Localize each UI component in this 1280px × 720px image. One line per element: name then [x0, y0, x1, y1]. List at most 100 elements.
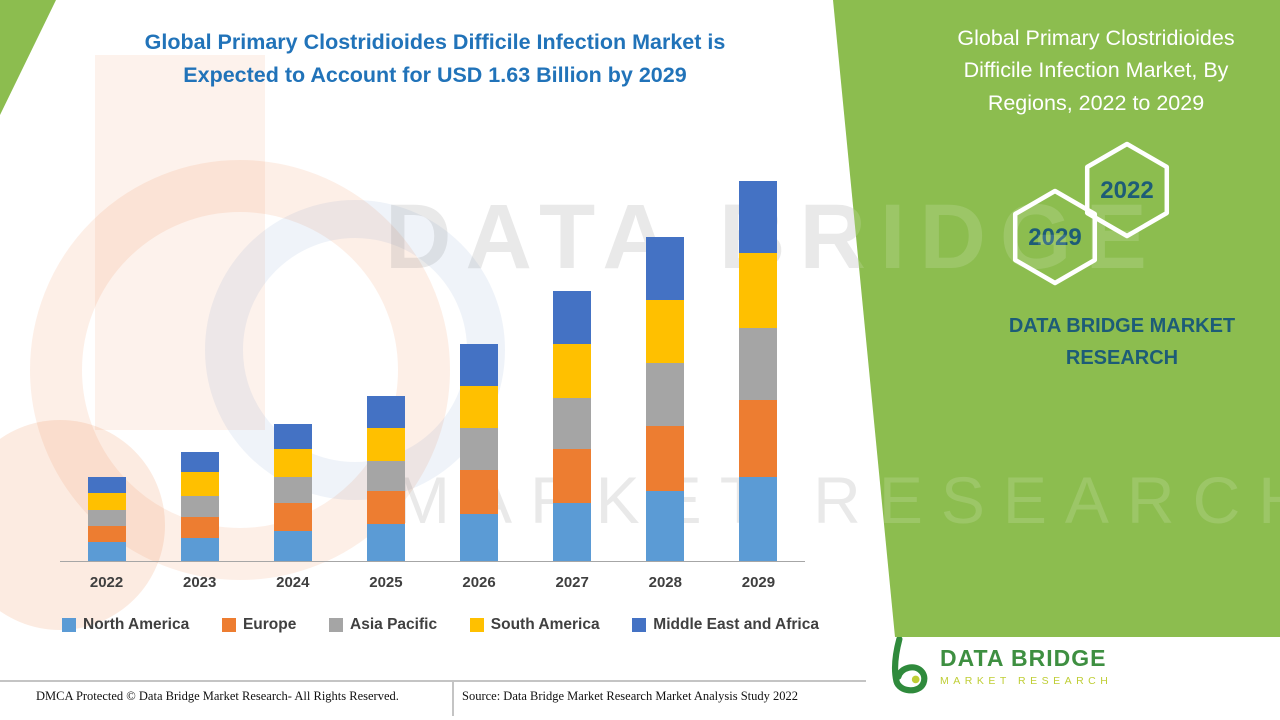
brand-text-line1: DATA BRIDGE MARKET [1008, 315, 1236, 337]
bar-segment-2027-middle-east-and-africa [553, 290, 592, 345]
bar-segment-2023-south-america [180, 472, 219, 496]
bar-2025 [366, 395, 405, 561]
bar-segment-2029-asia-pacific [739, 328, 778, 401]
brand-logo: DATA BRIDGE MARKET RESEARCH [884, 636, 1112, 696]
x-label-2022: 2022 [89, 574, 124, 591]
bar-segment-2022-europe [87, 526, 126, 543]
bar-column-2025 [339, 175, 432, 561]
badge-2022-label: 2022 [1100, 177, 1153, 204]
bar-2022 [87, 477, 126, 561]
badge-2029-label: 2029 [1028, 224, 1081, 251]
bar-segment-2027-north-america [553, 502, 592, 561]
bar-segment-2026-asia-pacific [460, 428, 499, 471]
legend-item-middle-east-and-africa: Middle East and Africa [632, 616, 819, 634]
bar-segment-2024-europe [273, 502, 312, 531]
bar-column-2029 [712, 175, 805, 561]
legend-swatch-middle-east-and-africa [632, 618, 647, 632]
legend-label-middle-east-and-africa: Middle East and Africa [653, 616, 819, 633]
bar-column-2024 [246, 175, 339, 561]
bar-segment-2028-asia-pacific [646, 362, 685, 426]
legend-label-south-america: South America [490, 616, 600, 633]
bar-segment-2025-south-america [366, 428, 405, 461]
bar-2026 [460, 344, 499, 561]
bar-2029 [739, 181, 778, 561]
bar-segment-2024-middle-east-and-africa [273, 423, 312, 450]
year-badge-hexagons: 2022 2029 [1012, 141, 1170, 286]
legend-swatch-south-america [469, 618, 484, 632]
right-panel-title-line2: Difficile Infection Market, By [963, 58, 1229, 83]
legend-label-north-america: North America [83, 616, 190, 633]
plot-area [60, 175, 805, 562]
bar-2024 [273, 423, 312, 561]
chart-title-line2: Expected to Account for USD 1.63 Billion… [183, 63, 687, 88]
bar-segment-2027-asia-pacific [553, 397, 592, 450]
legend-item-south-america: South America [469, 616, 600, 634]
watermark-text-line1-green: DATA BRIDGE [385, 186, 1161, 288]
bar-column-2023 [153, 175, 246, 561]
bar-segment-2023-asia-pacific [180, 495, 219, 517]
bar-segment-2025-north-america [366, 523, 405, 561]
x-label-2026: 2026 [462, 574, 496, 591]
bar-segment-2026-middle-east-and-africa [460, 344, 499, 387]
bar-segment-2024-south-america [273, 449, 312, 478]
legend-label-asia-pacific: Asia Pacific [350, 616, 438, 633]
bar-segment-2023-middle-east-and-africa [180, 451, 219, 473]
bar-segment-2022-asia-pacific [87, 509, 126, 527]
legend: North America Europe Asia Pacific South Ame… [62, 616, 819, 634]
bar-segment-2029-europe [739, 400, 778, 478]
x-axis-labels: 2022 2023 2024 2025 2026 2027 2028 2029 [60, 574, 805, 591]
bar-segment-2022-middle-east-and-africa [87, 477, 126, 494]
bar-2023 [180, 451, 219, 561]
x-label-2025: 2025 [369, 574, 403, 591]
brand-text-line2: RESEARCH [1065, 347, 1179, 369]
logo-subtitle: MARKET RESEARCH [940, 675, 1113, 687]
x-label-2029: 2029 [741, 574, 776, 591]
bar-column-2027 [526, 175, 619, 561]
bar-column-2028 [619, 175, 712, 561]
logo-text: DATA BRIDGE MARKET RESEARCH [940, 645, 1112, 687]
bar-segment-2024-asia-pacific [273, 477, 312, 503]
bar-segment-2028-south-america [646, 300, 685, 363]
right-panel-title-line1: Global Primary Clostridioides [957, 26, 1235, 50]
bar-segment-2029-middle-east-and-africa [739, 181, 778, 254]
bar-segment-2026-europe [460, 470, 499, 515]
hexagon-2029 [1012, 188, 1098, 286]
chart-title-line1: Global Primary Clostridioides Difficile … [144, 30, 726, 54]
footer-divider-line [0, 680, 866, 682]
logo-title: DATA BRIDGE [940, 645, 1107, 671]
legend-item-north-america: North America [62, 616, 189, 634]
bar-segment-2028-north-america [646, 491, 685, 561]
legend-swatch-north-america [62, 618, 76, 632]
bar-segment-2027-south-america [553, 344, 592, 398]
bar-2028 [646, 237, 685, 561]
legend-item-asia-pacific: Asia Pacific [329, 616, 437, 634]
green-panel-watermark: DATA BRIDGE MARKET RESEARCH [0, 0, 1280, 637]
bar-segment-2025-middle-east-and-africa [366, 395, 405, 429]
hexagon-2022 [1084, 141, 1170, 239]
right-panel-title: Global Primary Clostridioides Difficile … [922, 22, 1270, 119]
x-label-2028: 2028 [648, 574, 682, 591]
bar-segment-2028-europe [646, 425, 685, 492]
data-bridge-logo-icon [891, 636, 928, 694]
bar-segment-2027-europe [553, 449, 592, 503]
corner-accent-triangle [0, 0, 56, 115]
bar-segment-2026-south-america [460, 386, 499, 429]
bar-segment-2023-north-america [180, 537, 219, 561]
legend-swatch-asia-pacific [329, 618, 344, 632]
green-panel: DATA BRIDGE MARKET RESEARCH Global Prima… [833, 0, 1280, 637]
bar-segment-2023-europe [180, 516, 219, 538]
legend-swatch-europe [221, 618, 236, 632]
x-label-2027: 2027 [555, 574, 589, 591]
bar-segment-2022-north-america [87, 542, 126, 561]
bar-segment-2028-middle-east-and-africa [646, 237, 685, 301]
source-text: Source: Data Bridge Market Research Mark… [462, 689, 799, 703]
bar-segment-2026-north-america [460, 514, 499, 561]
bar-column-2022 [60, 175, 153, 561]
legend-item-europe: Europe [221, 616, 297, 634]
bar-segment-2024-north-america [273, 530, 312, 561]
logo-watermark-disc [0, 420, 165, 630]
bar-segment-2022-south-america [87, 493, 126, 510]
bar-2027 [553, 290, 592, 561]
legend-label-europe: Europe [242, 616, 297, 633]
